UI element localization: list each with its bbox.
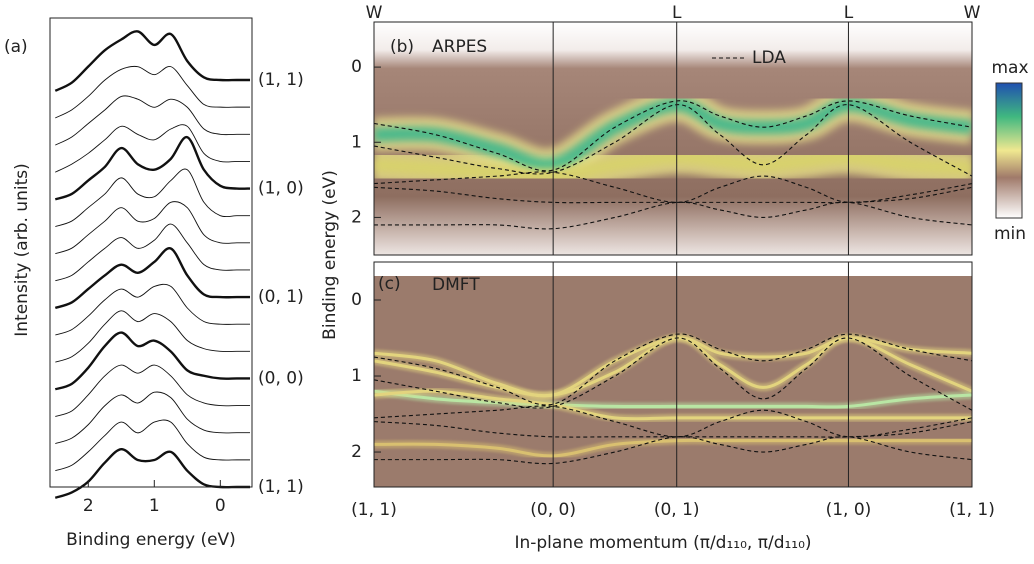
dmft-band — [374, 389, 972, 421]
dmft-plot — [374, 333, 972, 465]
symmetry-label: L — [672, 3, 682, 23]
x-tick-label: 0 — [215, 496, 226, 516]
arpes-band — [374, 97, 972, 173]
curve-label: (1, 0) — [258, 179, 304, 199]
x-tick-label: (1, 1) — [949, 500, 995, 520]
frame-b — [373, 21, 973, 256]
curve-label: (1, 1) — [258, 477, 304, 497]
labels: (a) Binding energy (eV) Intensity (arb. … — [4, 37, 1029, 553]
edc-curve — [55, 283, 251, 336]
panel-title: ARPES — [432, 37, 487, 57]
lda-band — [374, 201, 972, 230]
panel-title: DMFT — [432, 275, 480, 295]
lda-band — [374, 186, 972, 204]
y-tick-label: 0 — [351, 57, 362, 77]
colorbar-max: max — [991, 58, 1028, 78]
panel-label: (b) — [390, 37, 414, 57]
curve-label: (0, 0) — [258, 368, 304, 388]
legend-label: LDA — [752, 48, 786, 68]
x-tick-label: (0, 0) — [530, 500, 576, 520]
lda-band — [374, 333, 972, 406]
edc-curve — [55, 364, 251, 417]
x-tick-label: (1, 1) — [351, 500, 397, 520]
edc-curve — [54, 30, 251, 92]
dmft-band — [374, 438, 972, 458]
edc-curve — [55, 65, 251, 119]
y-tick-label: 2 — [351, 442, 362, 462]
edc-curve — [54, 136, 251, 201]
panel-label: (c) — [378, 274, 401, 294]
x-tick-label: 1 — [149, 496, 160, 516]
y-tick-label: 1 — [351, 366, 362, 386]
edc-curve — [55, 124, 251, 173]
edc-curve — [55, 391, 251, 444]
frame-a — [49, 17, 253, 488]
curve-label: (1, 1) — [258, 70, 304, 90]
x-axis-label: In-plane momentum (π/d₁₁₀, π/d₁₁₀) — [514, 533, 811, 553]
y-tick-label: 2 — [351, 207, 362, 227]
edc-curve — [54, 331, 251, 391]
lda-band — [374, 421, 972, 438]
colorbar-min: min — [994, 224, 1026, 244]
colorbar — [995, 82, 1023, 219]
arpes-plot — [374, 87, 972, 230]
edc-curve — [55, 168, 251, 227]
y-tick-label: 0 — [351, 290, 362, 310]
lda-band — [374, 436, 972, 465]
lda-band — [374, 100, 972, 172]
y-axis-label: Intensity (arb. units) — [12, 163, 32, 336]
arpes-band — [374, 150, 972, 184]
symmetry-label: W — [366, 3, 383, 23]
edc-curve — [54, 448, 251, 499]
edc-plot — [54, 30, 251, 499]
x-tick-label: (0, 1) — [654, 500, 700, 520]
y-axis-label: Binding energy (eV) — [320, 170, 340, 340]
frame-c — [373, 261, 973, 488]
x-axis-label: Binding energy (eV) — [66, 530, 236, 550]
symmetry-label: L — [844, 3, 854, 23]
edc-curve — [55, 419, 251, 472]
edc-curve — [54, 247, 251, 310]
curve-label: (0, 1) — [258, 287, 304, 307]
edc-curve — [55, 201, 251, 255]
y-tick-label: 1 — [351, 132, 362, 152]
symmetry-label: W — [964, 3, 981, 23]
edc-curve — [55, 223, 251, 282]
edc-curve — [55, 95, 251, 146]
panel-label: (a) — [4, 37, 28, 57]
edc-curve — [55, 310, 251, 363]
x-tick-label: 2 — [83, 496, 94, 516]
x-tick-label: (1, 0) — [826, 500, 872, 520]
